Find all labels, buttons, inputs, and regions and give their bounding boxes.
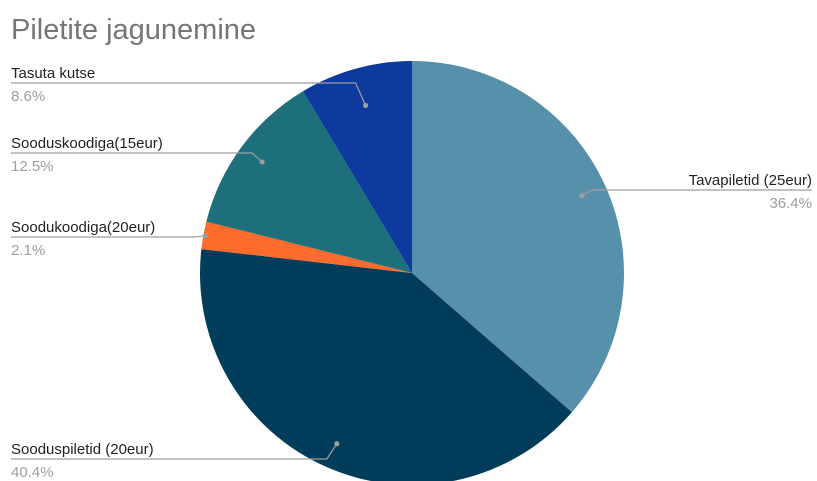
pie-slices: [199, 61, 625, 481]
pie-labels: Tavapiletid (25eur) 36.4% Sooduspiletid (2…: [11, 65, 812, 481]
slice-label-group-tavapiletid-25eur: Tavapiletid (25eur) 36.4%: [579, 172, 812, 212]
slice-label: Sooduspiletid (20eur): [11, 441, 154, 458]
pie-slice-sooduskoodiga-15eur: [206, 91, 412, 273]
slice-percent: 2.1%: [11, 242, 45, 259]
slice-label-group-sooduskoodiga-15eur: Sooduskoodiga(15eur) 12.5%: [11, 135, 265, 175]
pie-slice-tavapiletid-25eur: [412, 61, 625, 413]
leader-line: [11, 443, 338, 460]
slice-label: Soodukoodiga(20eur): [11, 219, 155, 236]
leader-dot: [202, 233, 209, 239]
slice-percent: 40.4%: [11, 464, 54, 481]
slice-percent: 8.6%: [11, 88, 45, 105]
leader-dot: [259, 159, 265, 165]
slice-label: Tavapiletid (25eur): [689, 172, 812, 189]
slice-label: Sooduskoodiga(15eur): [11, 135, 163, 152]
leader-line: [11, 235, 206, 238]
leader-line: [11, 152, 263, 163]
slice-label-group-soodukoodiga-20eur: Soodukoodiga(20eur) 2.1%: [11, 219, 209, 259]
leader-dot: [579, 193, 585, 199]
leader-line: [11, 82, 367, 106]
slice-label: Tasuta kutse: [11, 65, 95, 82]
leader-dot: [334, 441, 340, 447]
slice-percent: 36.4%: [769, 195, 812, 212]
leader-dot: [363, 102, 369, 109]
pie-slice-soodukoodiga-20eur: [201, 221, 412, 273]
slice-label-group-sooduspiletid-20eur: Sooduspiletid (20eur) 40.4%: [11, 441, 340, 481]
slice-label-group-tasuta-kutse: Tasuta kutse 8.6%: [11, 65, 369, 109]
chart-title: Piletite jagunemine: [11, 14, 256, 46]
pie-slice-tasuta-kutse: [302, 61, 412, 273]
leader-line: [581, 189, 812, 197]
slice-percent: 12.5%: [11, 158, 54, 175]
pie-slice-sooduspiletid-20eur: [199, 249, 572, 481]
